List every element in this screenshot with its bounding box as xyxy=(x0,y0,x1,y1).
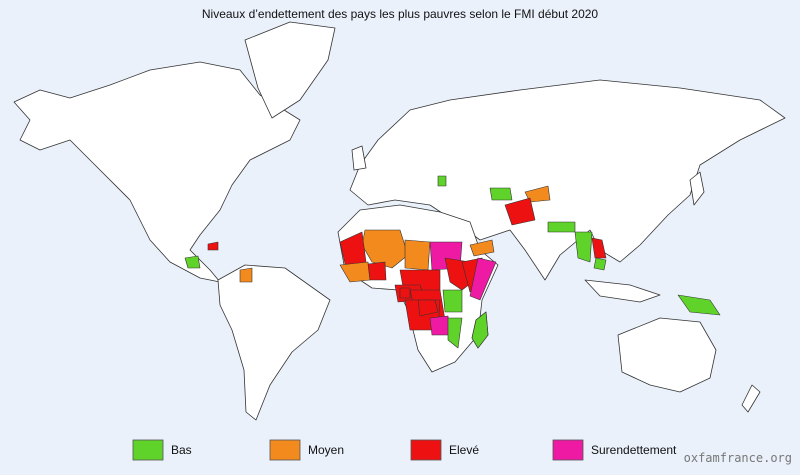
legend-label: Surendettement xyxy=(591,443,677,457)
legend-label: Elevé xyxy=(449,443,479,457)
country xyxy=(207,241,219,251)
greenland xyxy=(244,21,336,119)
country xyxy=(399,287,411,299)
title: Niveaux d’endettement des pays les plus … xyxy=(202,7,599,21)
country xyxy=(593,257,607,271)
country xyxy=(442,289,463,313)
country xyxy=(429,315,451,336)
country xyxy=(339,261,371,283)
country xyxy=(677,294,721,316)
country xyxy=(404,239,431,271)
country xyxy=(437,175,447,187)
country xyxy=(591,237,607,259)
indonesia xyxy=(584,279,661,303)
country xyxy=(547,221,576,233)
country xyxy=(417,299,439,317)
country xyxy=(367,261,387,281)
uk xyxy=(351,145,367,171)
legend-swatch xyxy=(132,439,164,461)
colored-countries xyxy=(184,175,721,349)
country xyxy=(469,239,495,257)
legend-label: Bas xyxy=(171,443,192,457)
japan xyxy=(689,171,705,206)
country xyxy=(574,231,593,263)
legend: Bas Moyen Elevé Surendettement xyxy=(132,439,677,461)
legend-label: Moyen xyxy=(308,443,344,457)
country xyxy=(447,317,463,349)
country xyxy=(184,255,201,269)
country xyxy=(469,257,497,301)
watermark: oxfamfrance.org xyxy=(684,451,792,465)
south-america xyxy=(217,264,331,421)
new-zealand xyxy=(741,384,761,413)
legend-swatch xyxy=(552,439,584,461)
legend-swatch xyxy=(269,439,301,461)
country xyxy=(239,267,253,283)
north-america xyxy=(13,61,301,283)
country xyxy=(504,197,536,226)
legend-swatch xyxy=(410,439,442,461)
world-map xyxy=(13,21,786,421)
australia xyxy=(617,317,717,393)
madagascar-fill xyxy=(471,311,489,349)
country xyxy=(489,187,513,201)
